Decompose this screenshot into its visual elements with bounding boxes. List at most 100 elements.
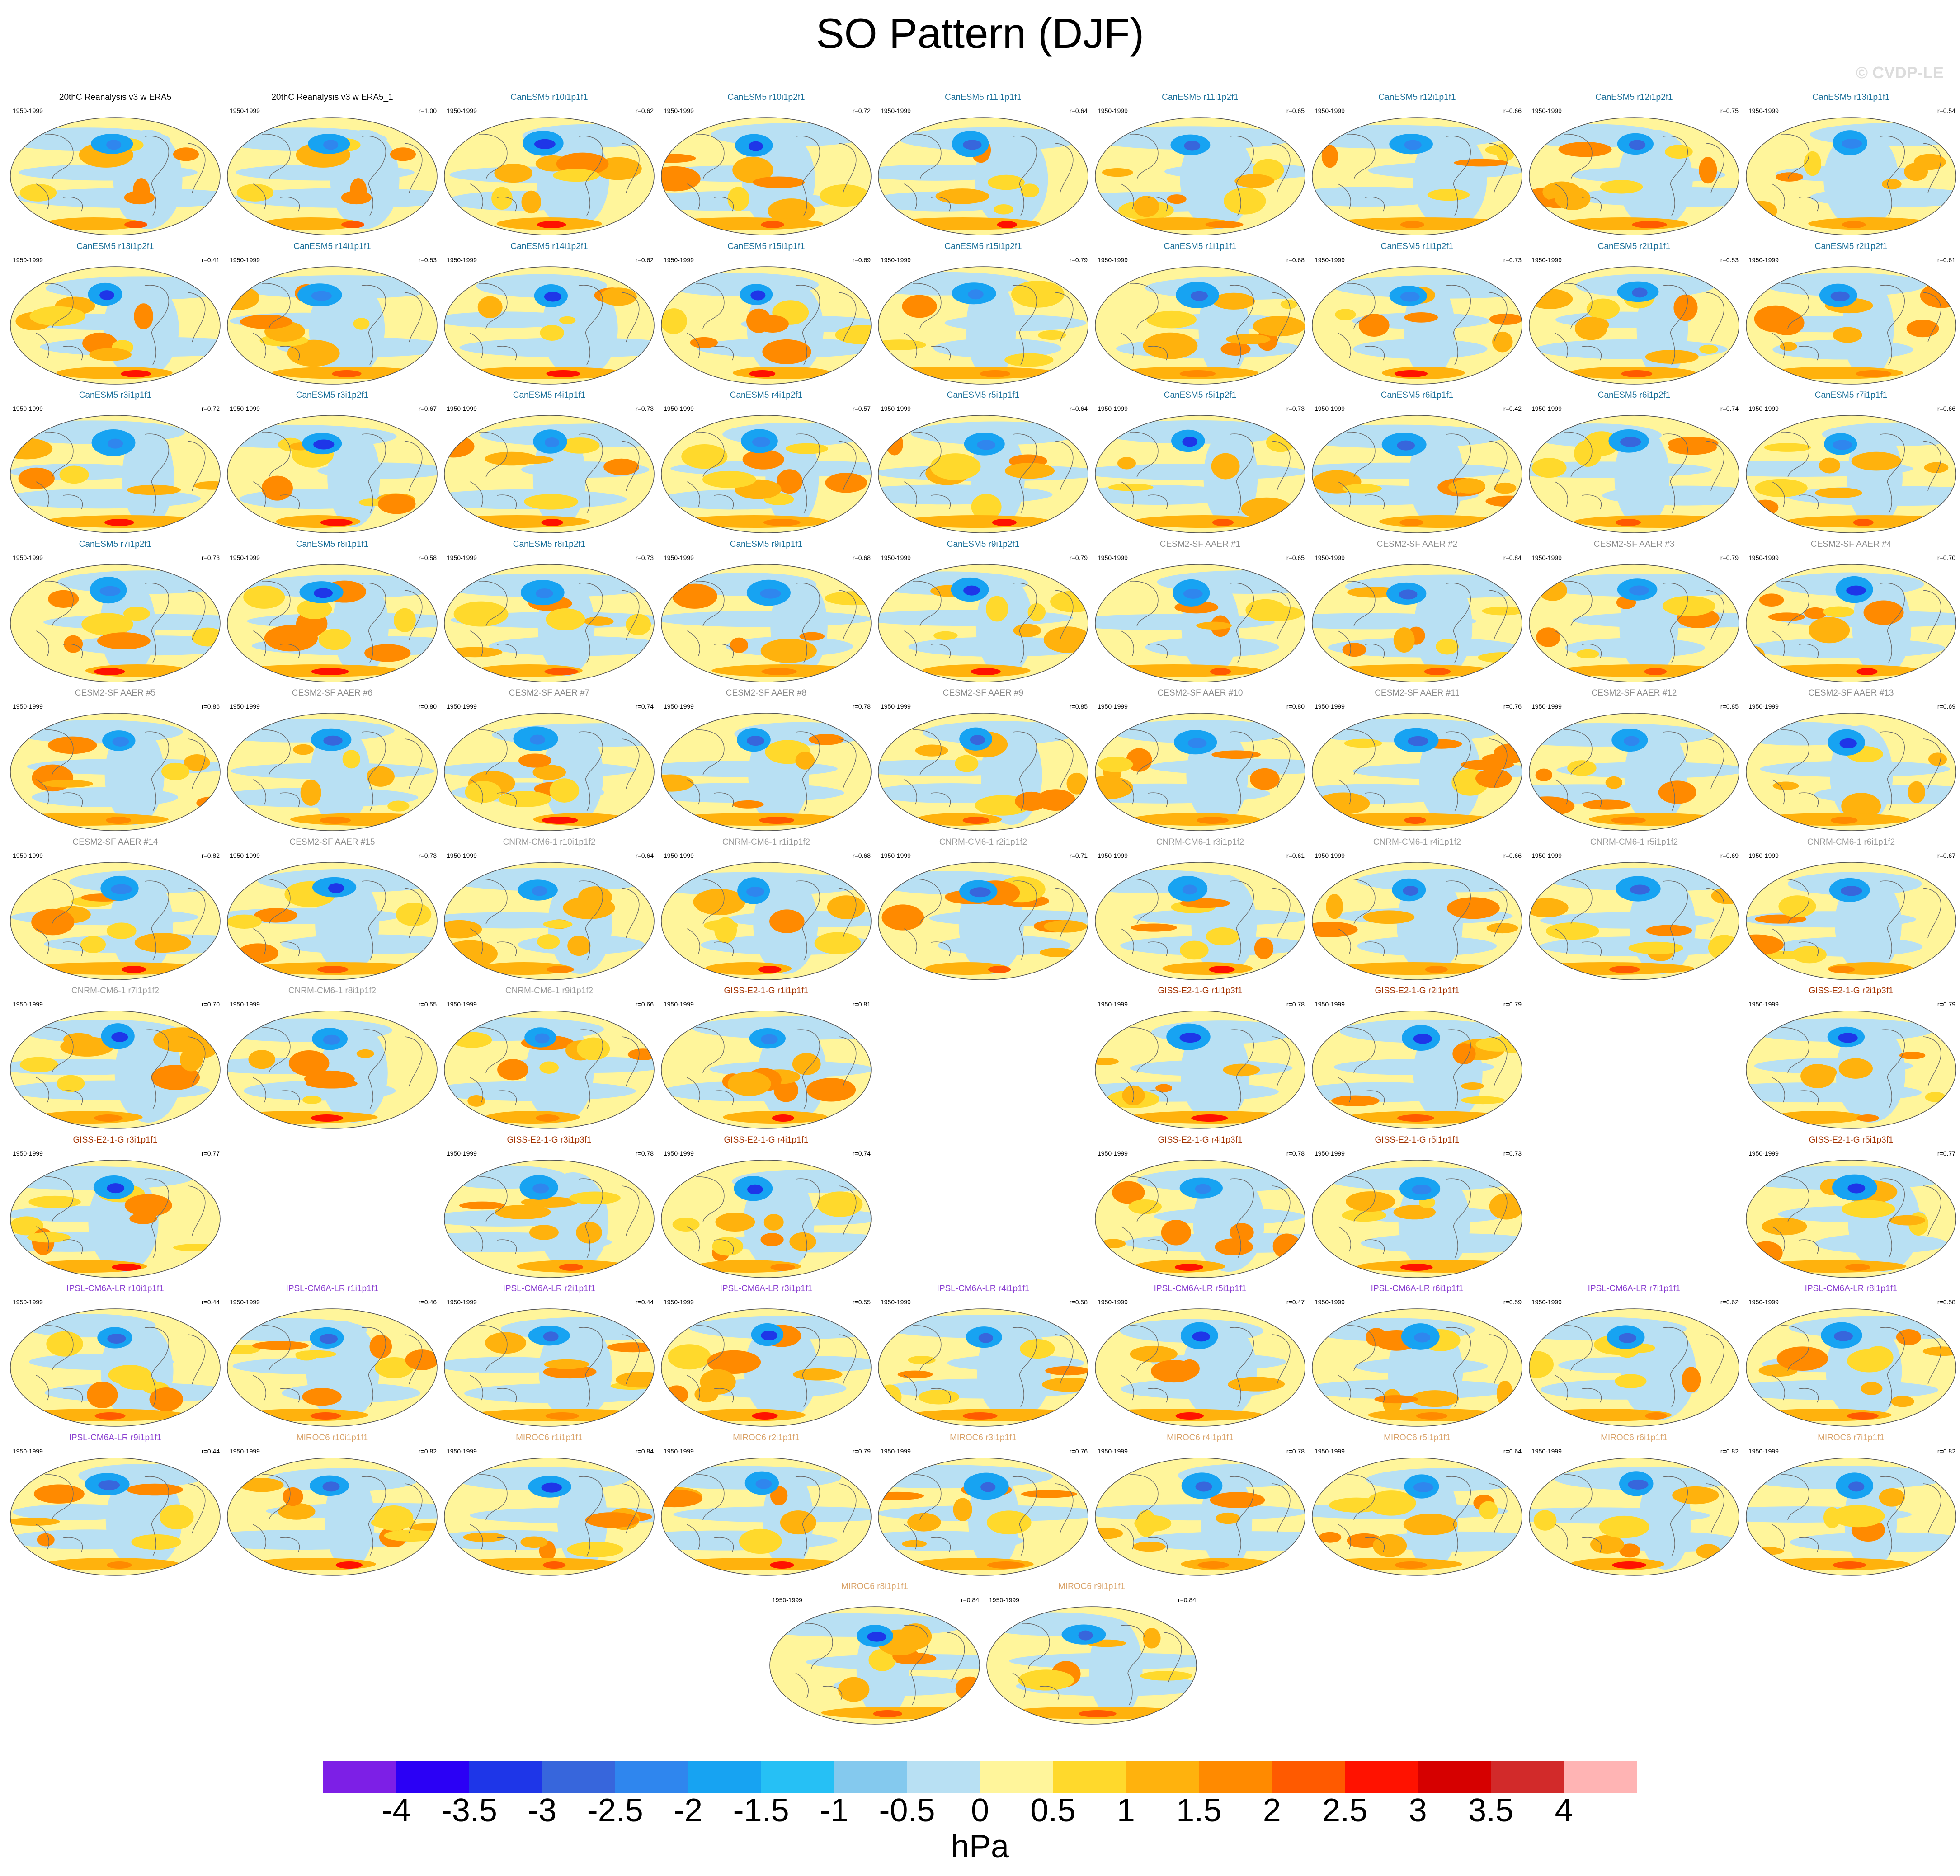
map-positive-lobe: [1004, 463, 1055, 479]
panel-correlation: r=0.80: [418, 703, 437, 710]
panel-period: 1950-1999: [1531, 405, 1562, 412]
panel-period: 1950-1999: [447, 1298, 477, 1306]
coastline: [497, 1239, 517, 1254]
map-positive-lobe: [1342, 484, 1382, 494]
map-negative-band: [1847, 428, 1903, 527]
map-positive-lobe: [971, 494, 1002, 520]
map-positive-lobe: [48, 590, 79, 608]
coastline: [280, 1537, 300, 1552]
map-positive-lobe: [1557, 664, 1729, 677]
map-positive-lobe: [1133, 515, 1272, 528]
coastline: [1564, 580, 1592, 626]
map-outline: [1312, 266, 1522, 385]
panel-map: [661, 1308, 872, 1427]
panel-title: CNRM-CM6-1 r1i1p1f2: [722, 837, 810, 847]
coastline: [1347, 432, 1376, 478]
map-positive-lobe: [390, 147, 416, 161]
map-positive-core: [541, 519, 563, 526]
map-outline: [1312, 713, 1522, 831]
panel-title: IPSL-CM6A-LR r10i1p1f1: [66, 1284, 164, 1293]
map-negative-core: [532, 1183, 549, 1194]
map-positive-lobe: [134, 303, 154, 329]
map-panel: CanESM5 r13i1p2f1 1950-1999 r=0.41: [9, 242, 221, 389]
map-negative-core: [1184, 141, 1201, 151]
map-positive-lobe: [661, 1489, 703, 1507]
panel-correlation: r=0.72: [201, 405, 220, 412]
map-negative-core: [313, 439, 335, 450]
panel-title: CanESM5 r3i1p2f1: [296, 390, 369, 400]
panel-correlation: r=0.53: [418, 256, 437, 263]
coastline: [1706, 441, 1724, 491]
map-positive-core: [1856, 370, 1892, 377]
map-positive-lobe: [793, 1368, 843, 1381]
panel-title: CanESM5 r6i1p2f1: [1597, 390, 1671, 400]
coastline: [1338, 1077, 1351, 1103]
panel-title: CNRM-CM6-1 r5i1p1f2: [1590, 837, 1678, 847]
map-positive-lobe: [300, 779, 321, 806]
map-outline: [1529, 713, 1739, 831]
map-positive-lobe: [1778, 895, 1816, 917]
map-positive-lobe: [1312, 921, 1358, 937]
panel-map: [1095, 415, 1305, 533]
panel-map: [1529, 117, 1739, 235]
coastline: [578, 1178, 603, 1258]
coastline: [838, 292, 857, 342]
panel-map: [1746, 713, 1956, 831]
panel-period: 1950-1999: [664, 703, 694, 710]
map-panel: MIROC6 r5i1p1f1 1950-1999 r=0.64: [1311, 1433, 1523, 1580]
map-positive-lobe: [1754, 479, 1808, 498]
coastline: [470, 1523, 483, 1549]
map-positive-lobe: [10, 1517, 60, 1526]
panel-map: [227, 861, 438, 980]
map-panel: CanESM5 r10i1p1f1 1950-1999 r=0.62: [443, 93, 655, 240]
map-positive-lobe: [693, 889, 745, 915]
map-positive-lobe: [994, 204, 1014, 215]
panel-period: 1950-1999: [1315, 554, 1345, 561]
panel-map: [1529, 861, 1739, 980]
map-positive-lobe: [1328, 664, 1495, 677]
map-negative-core: [1630, 884, 1650, 895]
coastline: [838, 589, 857, 640]
map-positive-lobe: [28, 1195, 81, 1208]
coastline: [1338, 1226, 1351, 1251]
map-positive-lobe: [1672, 1486, 1719, 1504]
map-positive-core: [537, 221, 566, 228]
coastline: [1121, 1226, 1134, 1251]
map-positive-core: [1400, 221, 1425, 228]
map-positive-lobe: [907, 1513, 941, 1532]
map-positive-lobe: [1134, 196, 1159, 217]
map-negative-core: [311, 291, 332, 301]
panel-correlation: r=0.44: [201, 1447, 220, 1455]
map-negative-core: [1179, 1033, 1201, 1043]
coastline: [1799, 197, 1819, 212]
panel-map: [878, 415, 1088, 533]
coastline: [1582, 494, 1602, 509]
coastline: [63, 643, 83, 658]
map-positive-lobe: [955, 755, 979, 772]
map-positive-core: [1400, 1263, 1433, 1271]
map-outline: [227, 861, 438, 980]
map-positive-lobe: [19, 1057, 58, 1072]
map-positive-core: [1191, 1114, 1228, 1122]
panel-map: [10, 713, 221, 831]
map-outline: [10, 1011, 221, 1129]
panel-period: 1950-1999: [230, 256, 260, 263]
panel-period: 1950-1999: [1748, 107, 1779, 114]
coastline: [1446, 1476, 1471, 1556]
coastline: [1272, 738, 1291, 789]
coastline: [931, 345, 951, 360]
coastline: [1055, 1334, 1074, 1385]
map-positive-lobe: [1567, 760, 1597, 776]
panel-map: [444, 713, 655, 831]
coastline: [1446, 1178, 1471, 1258]
map-positive-core: [121, 370, 151, 377]
coastline: [1781, 729, 1809, 776]
panel-correlation: r=0.82: [201, 851, 220, 859]
coastline: [913, 282, 942, 329]
coastline: [1347, 1176, 1376, 1222]
map-positive-core: [559, 1263, 583, 1271]
map-negative-core: [1404, 140, 1422, 150]
map-positive-lobe: [1446, 897, 1500, 919]
colorbar-swatch: [907, 1761, 980, 1793]
panel-title: CanESM5 r12i1p2f1: [1595, 93, 1673, 102]
